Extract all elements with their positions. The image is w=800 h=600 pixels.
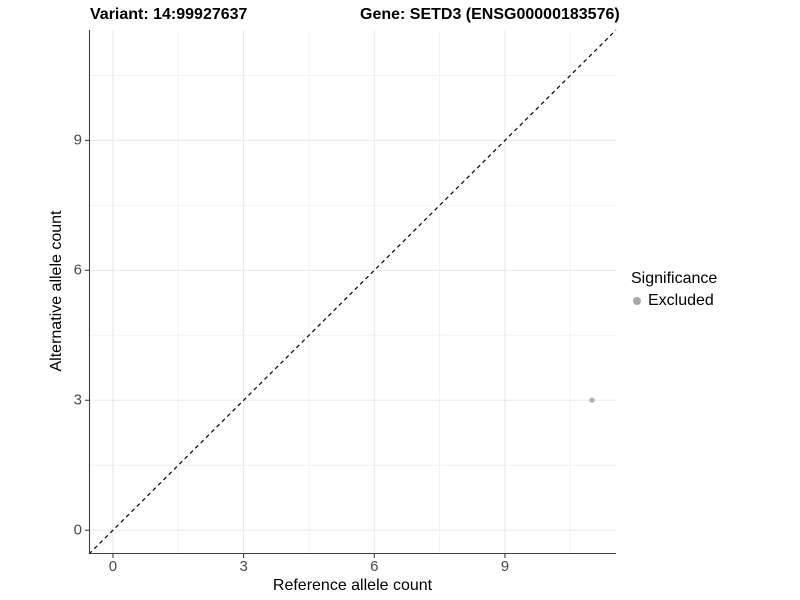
legend-key-dot-icon	[633, 297, 641, 305]
x-tick-label: 0	[108, 558, 118, 575]
legend-item-label: Excluded	[648, 292, 714, 309]
y-tick-label: 6	[73, 261, 82, 279]
variant-title: Variant: 14:99927637	[90, 6, 248, 23]
identity-line	[88, 29, 617, 555]
legend-title: Significance	[631, 270, 718, 287]
legend-items: Excluded	[631, 292, 717, 310]
y-tick-label: 0	[73, 521, 82, 539]
x-tick-label: 6	[370, 558, 379, 575]
legend-item: Excluded	[631, 292, 717, 310]
x-axis-title: Reference allele count	[272, 577, 433, 594]
x-tick-label: 3	[239, 558, 248, 575]
x-tick-label: 9	[500, 558, 510, 575]
gene-title: Gene: SETD3 (ENSG00000183576)	[360, 6, 620, 23]
legend: Significance Excluded	[631, 270, 717, 310]
y-axis-title: Alternative allele count	[48, 210, 65, 372]
y-tick-label: 3	[73, 391, 82, 409]
data-point	[589, 397, 595, 403]
y-tick-label: 9	[73, 131, 82, 149]
plot-panel	[85, 29, 617, 558]
